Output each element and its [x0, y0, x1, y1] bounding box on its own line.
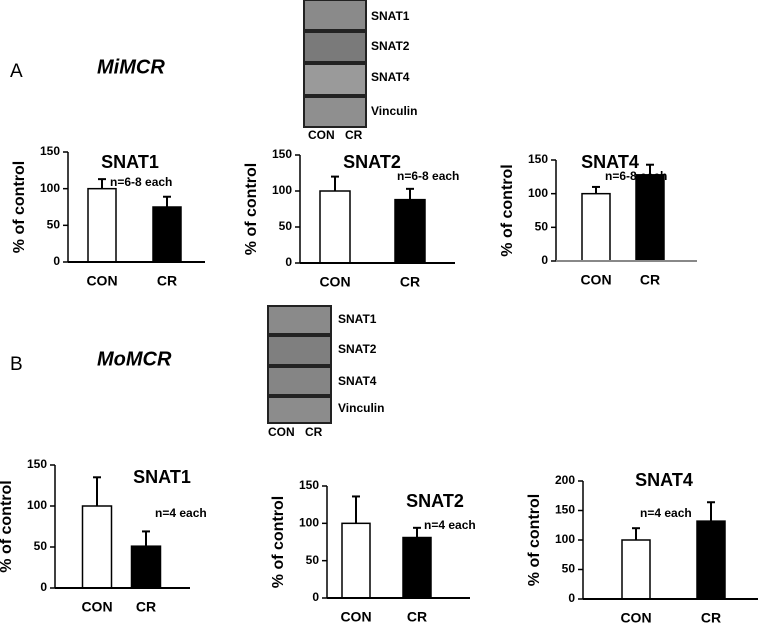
bar: [87, 187, 117, 263]
bar: [581, 192, 611, 262]
y-tick-label: 150: [272, 147, 292, 161]
y-tick-label: 150: [299, 478, 319, 492]
panel-title: MoMCR: [97, 348, 172, 370]
x-tick-label: CON: [81, 599, 112, 615]
bar: [81, 505, 113, 589]
blot-band: [303, 63, 367, 96]
lane-label: CR: [305, 425, 323, 439]
y-axis-label: % of control: [526, 494, 543, 586]
blot-label: SNAT2: [371, 39, 410, 53]
western-blot: [267, 305, 332, 424]
y-axis-label: % of control: [243, 163, 260, 255]
y-tick-label: 0: [285, 255, 292, 269]
x-tick-label: CON: [620, 610, 651, 624]
blot-label: SNAT1: [371, 9, 410, 23]
bar: [341, 522, 371, 599]
panel-title: MiMCR: [97, 56, 165, 78]
chart-title: SNAT1: [101, 152, 159, 172]
bar: [696, 520, 726, 600]
y-tick-label: 50: [535, 220, 549, 234]
bar: [635, 174, 665, 262]
blot-band: [303, 0, 367, 31]
y-tick-label: 50: [279, 219, 293, 233]
y-tick-label: 200: [555, 473, 575, 487]
chart-title: SNAT4: [581, 152, 639, 172]
blot-label: SNAT4: [371, 70, 410, 84]
annotation: n=4 each: [155, 506, 207, 520]
x-tick-label: CR: [701, 610, 721, 624]
bar: [394, 198, 426, 264]
lane-label: CON: [308, 128, 335, 142]
x-tick-label: CR: [157, 273, 177, 289]
y-tick-label: 50: [34, 539, 48, 553]
y-tick-label: 100: [299, 516, 319, 530]
chart-title: SNAT4: [635, 470, 693, 490]
y-tick-label: 0: [53, 254, 60, 268]
x-tick-label: CR: [136, 599, 156, 615]
y-axis-label: % of control: [270, 496, 287, 588]
bar: [152, 206, 182, 263]
bar: [621, 539, 651, 600]
annotation: n=6-8 each: [397, 169, 459, 183]
annotation: n=6-8 each: [110, 175, 172, 189]
blot-label: SNAT1: [338, 312, 377, 326]
blot-label: Vinculin: [371, 104, 417, 118]
y-tick-label: 150: [40, 144, 60, 158]
blot-label: SNAT2: [338, 342, 377, 356]
y-axis-label: % of control: [499, 164, 516, 256]
y-tick-label: 50: [306, 553, 320, 567]
chart-title: SNAT1: [133, 467, 191, 487]
y-tick-label: 0: [568, 591, 575, 605]
panel-label: B: [10, 354, 23, 375]
blot-band: [303, 96, 367, 128]
x-tick-label: CON: [319, 274, 350, 290]
y-tick-label: 0: [541, 253, 548, 267]
annotation: n=4 each: [424, 518, 476, 532]
y-tick-label: 150: [528, 152, 548, 166]
y-tick-label: 150: [555, 503, 575, 517]
western-blot: [303, 0, 367, 128]
chart-title: SNAT2: [343, 152, 401, 172]
y-tick-label: 0: [40, 580, 47, 594]
bar: [402, 536, 432, 599]
blot-band: [303, 31, 367, 63]
y-tick-label: 0: [312, 590, 319, 604]
blot-band: [267, 305, 332, 335]
x-tick-label: CR: [407, 609, 427, 624]
y-tick-label: 50: [562, 562, 576, 576]
y-axis-label: % of control: [0, 480, 15, 572]
blot-band: [267, 396, 332, 424]
lane-label: CON: [268, 425, 295, 439]
y-tick-label: 150: [27, 457, 47, 471]
x-tick-label: CON: [580, 272, 611, 288]
y-tick-label: 100: [528, 186, 548, 200]
chart-title: SNAT2: [406, 491, 464, 511]
panel-label: A: [10, 61, 23, 82]
y-axis-label: % of control: [11, 161, 28, 253]
blot-label: Vinculin: [338, 401, 384, 415]
blot-band: [267, 366, 332, 396]
bar: [130, 545, 162, 589]
blot-label: SNAT4: [338, 374, 377, 388]
y-tick-label: 100: [27, 498, 47, 512]
y-tick-label: 100: [40, 181, 60, 195]
x-tick-label: CR: [640, 272, 660, 288]
x-tick-label: CR: [400, 274, 420, 290]
lane-label: CR: [345, 128, 363, 142]
annotation: n=4 each: [640, 506, 692, 520]
blot-band: [267, 335, 332, 366]
x-tick-label: CON: [86, 273, 117, 289]
y-tick-label: 100: [555, 532, 575, 546]
bar: [319, 190, 351, 264]
y-tick-label: 100: [272, 183, 292, 197]
y-tick-label: 50: [47, 218, 61, 232]
x-tick-label: CON: [340, 609, 371, 624]
